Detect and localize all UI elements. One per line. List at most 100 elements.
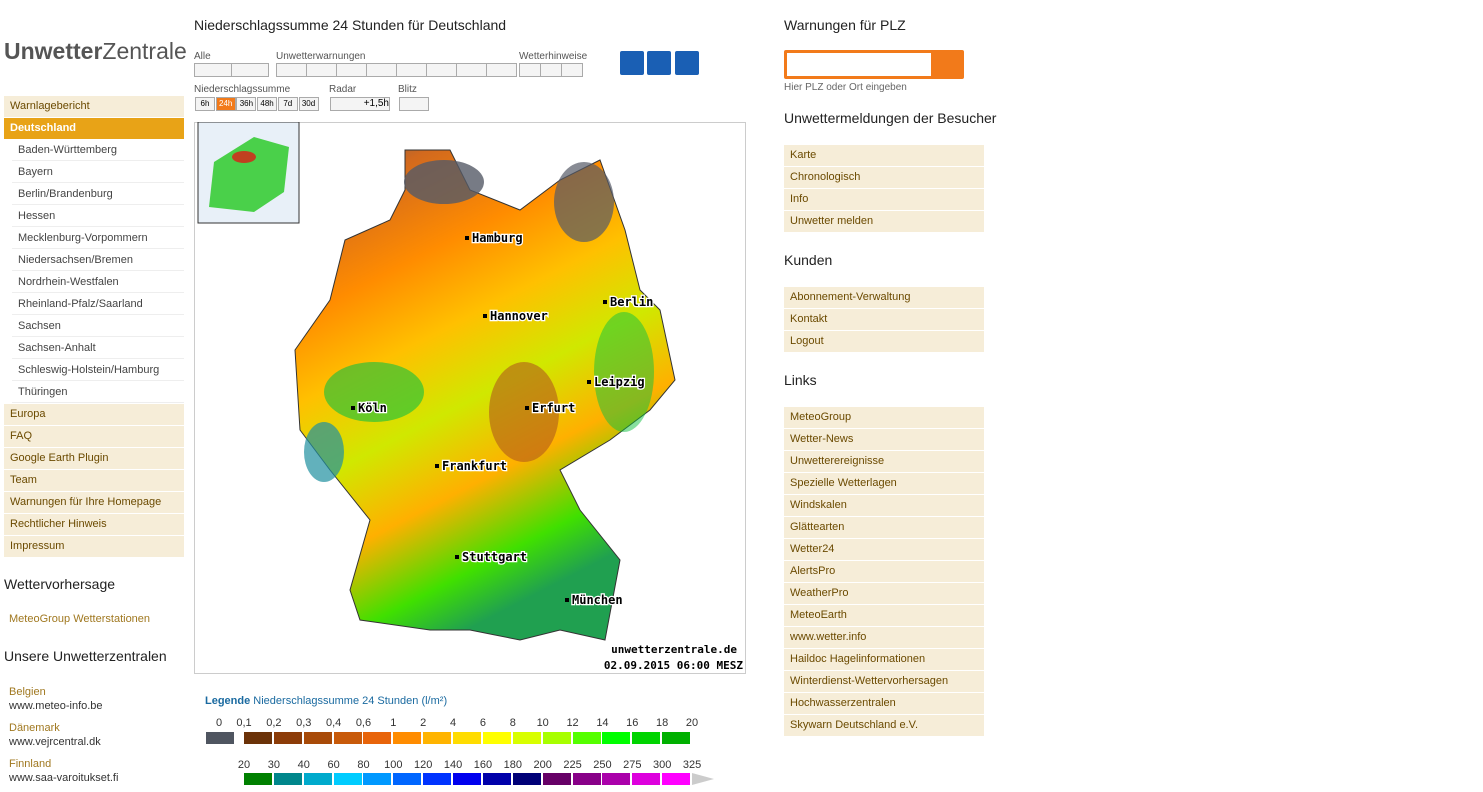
period-button[interactable]: 6h xyxy=(195,97,215,111)
city-label: Erfurt xyxy=(532,401,575,415)
map-patch xyxy=(489,362,559,462)
city-label: Hamburg xyxy=(472,231,523,245)
search-input[interactable] xyxy=(787,53,931,76)
url[interactable]: www.meteo-info.be xyxy=(9,700,103,712)
url[interactable]: www.vejrcentral.dk xyxy=(9,736,101,748)
period-button[interactable]: 48h xyxy=(257,97,278,111)
legend-label: 1 xyxy=(390,717,397,729)
nav-subitem[interactable]: Bayern xyxy=(12,162,184,183)
nav-subitem[interactable]: Thüringen xyxy=(12,382,184,403)
sidebar-link[interactable]: Unwetter melden xyxy=(784,211,984,232)
country[interactable]: Belgien xyxy=(9,686,46,698)
nav-subitem[interactable]: Sachsen-Anhalt xyxy=(12,338,184,359)
nav-subitem[interactable]: Rheinland-Pfalz/Saarland xyxy=(12,294,184,315)
legend-label: 100 xyxy=(384,759,403,771)
legend-swatch xyxy=(244,732,272,744)
sidebar-link[interactable]: Chronologisch xyxy=(784,167,984,188)
nav-subitem[interactable]: Hessen xyxy=(12,206,184,227)
section-heading: Links xyxy=(784,372,817,388)
legend-label: 12 xyxy=(566,717,579,729)
sidebar-link[interactable]: Wetter24 xyxy=(784,539,984,560)
legend-swatch xyxy=(602,773,631,785)
filter-button[interactable] xyxy=(486,63,517,77)
legend-label: 18 xyxy=(656,717,669,729)
period-button[interactable]: 36h xyxy=(236,97,257,111)
search-button[interactable] xyxy=(934,53,961,76)
nav-item[interactable]: Deutschland xyxy=(4,118,184,139)
lightning-button[interactable] xyxy=(399,97,429,111)
nav-item[interactable]: Europa xyxy=(4,404,184,425)
nav-subitem[interactable]: Schleswig-Holstein/Hamburg xyxy=(12,360,184,381)
url[interactable]: www.saa-varoitukset.fi xyxy=(9,772,119,784)
sidebar-link[interactable]: AlertsPro xyxy=(784,561,984,582)
city-dot xyxy=(603,300,607,304)
nav-item[interactable]: Rechtlicher Hinweis xyxy=(4,514,184,535)
legend-label: 225 xyxy=(563,759,582,771)
sidebar-link[interactable]: Windskalen xyxy=(784,495,984,516)
nav-item[interactable]: Impressum xyxy=(4,536,184,557)
sidebar-link[interactable]: WeatherPro xyxy=(784,583,984,604)
sidebar-link[interactable]: Kontakt xyxy=(784,309,984,330)
filter-button[interactable] xyxy=(426,63,457,77)
period-button[interactable]: 24h xyxy=(215,97,236,111)
logo[interactable]: UnwetterZentrale xyxy=(4,38,187,65)
sidebar-link[interactable]: Glättearten xyxy=(784,517,984,538)
city-dot xyxy=(525,406,529,410)
filter-button[interactable] xyxy=(561,63,583,77)
sidebar-link[interactable]: Hochwasserzentralen xyxy=(784,693,984,714)
sidebar-link[interactable]: Unwetterereignisse xyxy=(784,451,984,472)
nav-subitem[interactable]: Baden-Württemberg xyxy=(12,140,184,161)
country[interactable]: Dänemark xyxy=(9,722,60,734)
legend-swatch xyxy=(572,773,601,785)
sidebar-link[interactable]: Info xyxy=(784,189,984,210)
nav-subitem[interactable]: Nordrhein-Westfalen xyxy=(12,272,184,293)
nav-item[interactable]: Warnungen für Ihre Homepage xyxy=(4,492,184,513)
sidebar-link[interactable]: MeteoGroup xyxy=(784,407,984,428)
legend-label: 20 xyxy=(237,759,251,771)
filter-button[interactable] xyxy=(306,63,337,77)
sidebar-link[interactable]: Wetter-News xyxy=(784,429,984,450)
filter-label: Unwetterwarnungen xyxy=(276,51,366,62)
filter-button[interactable] xyxy=(336,63,367,77)
country[interactable]: Finnland xyxy=(9,758,52,770)
filter-button[interactable] xyxy=(540,63,562,77)
sidebar-link[interactable]: Spezielle Wetterlagen xyxy=(784,473,984,494)
feature-icon[interactable] xyxy=(620,51,644,75)
period-button[interactable]: 7d xyxy=(277,97,298,111)
sidebar-link[interactable]: Winterdienst-Wettervorhersagen xyxy=(784,671,984,692)
nav-item[interactable]: Warnlagebericht xyxy=(4,96,184,117)
filter-button[interactable] xyxy=(366,63,397,77)
sidebar-link[interactable]: MeteoEarth xyxy=(784,605,984,626)
filter-button[interactable] xyxy=(194,63,232,77)
sidebar-link[interactable]: Abonnement-Verwaltung xyxy=(784,287,984,308)
sidebar-link[interactable]: Skywarn Deutschland e.V. xyxy=(784,715,984,736)
period-button[interactable]: 30d xyxy=(298,97,319,111)
legend-swatch xyxy=(206,732,234,744)
nav-item[interactable]: FAQ xyxy=(4,426,184,447)
link[interactable]: MeteoGroup Wetterstationen xyxy=(9,613,151,625)
feature-icon[interactable] xyxy=(675,51,699,75)
filter-button[interactable] xyxy=(456,63,487,77)
sidebar-link[interactable]: Haildoc Hagelinformationen xyxy=(784,649,984,670)
feature-icon[interactable] xyxy=(647,51,671,75)
nav-subitem[interactable]: Mecklenburg-Vorpommern xyxy=(12,228,184,249)
filter-button[interactable] xyxy=(276,63,307,77)
nav-item[interactable]: Google Earth Plugin xyxy=(4,448,184,469)
legend-swatch xyxy=(572,732,601,744)
lightning-label: Blitz xyxy=(398,84,417,95)
legend-swatch xyxy=(363,773,392,785)
nav-subitem[interactable]: Niedersachsen/Bremen xyxy=(12,250,184,271)
filter-button[interactable] xyxy=(519,63,541,77)
radar-button[interactable]: +1,5h xyxy=(330,97,390,111)
nav-subitem[interactable]: Berlin/Brandenburg xyxy=(12,184,184,205)
nav-item[interactable]: Team xyxy=(4,470,184,491)
sidebar-link[interactable]: Karte xyxy=(784,145,984,166)
filter-button[interactable] xyxy=(231,63,269,77)
filter-button[interactable] xyxy=(396,63,427,77)
nav-subitem[interactable]: Sachsen xyxy=(12,316,184,337)
sidebar-link[interactable]: www.wetter.info xyxy=(784,627,984,648)
legend-label: 40 xyxy=(297,759,310,771)
sidebar-link[interactable]: Logout xyxy=(784,331,984,352)
legend-swatch xyxy=(303,773,332,785)
legend-label: 0,2 xyxy=(266,717,282,729)
